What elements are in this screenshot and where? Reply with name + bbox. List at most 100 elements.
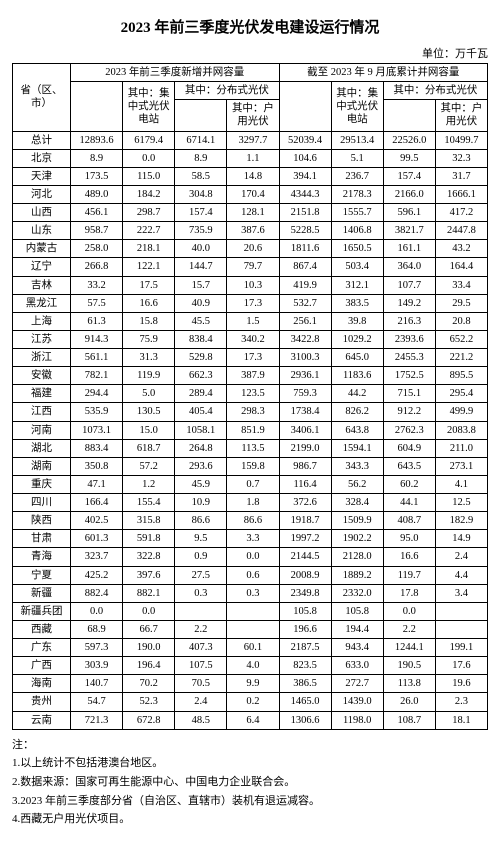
- th-g1-sub2-blank: [175, 100, 227, 131]
- value-cell: 2455.3: [383, 349, 435, 367]
- notes-heading: 注：: [12, 736, 488, 755]
- region-cell: 宁夏: [13, 566, 71, 584]
- value-cell: 386.5: [279, 675, 331, 693]
- value-cell: 2008.9: [279, 566, 331, 584]
- table-row: 浙江561.131.3529.817.33100.3645.02455.3221…: [13, 349, 488, 367]
- value-cell: 190.0: [123, 639, 175, 657]
- value-cell: 294.4: [71, 385, 123, 403]
- table-row: 海南140.770.270.59.9386.5272.7113.819.6: [13, 675, 488, 693]
- value-cell: 222.7: [123, 222, 175, 240]
- value-cell: 54.7: [71, 693, 123, 711]
- table-row: 广东597.3190.0407.360.12187.5943.41244.119…: [13, 639, 488, 657]
- value-cell: 408.7: [383, 512, 435, 530]
- value-cell: 289.4: [175, 385, 227, 403]
- value-cell: 759.3: [279, 385, 331, 403]
- value-cell: 0.0: [123, 602, 175, 620]
- value-cell: 986.7: [279, 457, 331, 475]
- value-cell: 2.2: [383, 620, 435, 638]
- value-cell: 31.7: [435, 167, 487, 185]
- value-cell: 86.6: [227, 512, 279, 530]
- value-cell: 535.9: [71, 403, 123, 421]
- value-cell: 1918.7: [279, 512, 331, 530]
- value-cell: 15.8: [123, 312, 175, 330]
- value-cell: 61.3: [71, 312, 123, 330]
- value-cell: 166.4: [71, 494, 123, 512]
- value-cell: 1666.1: [435, 185, 487, 203]
- value-cell: 1889.2: [331, 566, 383, 584]
- value-cell: 529.8: [175, 349, 227, 367]
- value-cell: 499.9: [435, 403, 487, 421]
- value-cell: 532.7: [279, 294, 331, 312]
- value-cell: 1406.8: [331, 222, 383, 240]
- value-cell: 70.2: [123, 675, 175, 693]
- value-cell: 12.5: [435, 494, 487, 512]
- value-cell: 19.6: [435, 675, 487, 693]
- value-cell: 211.0: [435, 439, 487, 457]
- value-cell: 298.7: [123, 204, 175, 222]
- value-cell: 14.8: [227, 167, 279, 185]
- value-cell: 18.1: [435, 711, 487, 729]
- value-cell: 184.2: [123, 185, 175, 203]
- value-cell: 1650.5: [331, 240, 383, 258]
- value-cell: 60.2: [383, 475, 435, 493]
- value-cell: 16.6: [123, 294, 175, 312]
- region-cell: 青海: [13, 548, 71, 566]
- region-cell: 西藏: [13, 620, 71, 638]
- value-cell: 1752.5: [383, 367, 435, 385]
- value-cell: 15.7: [175, 276, 227, 294]
- value-cell: 10499.7: [435, 131, 487, 149]
- value-cell: 256.1: [279, 312, 331, 330]
- table-row: 内蒙古258.0218.140.020.61811.61650.5161.143…: [13, 240, 488, 258]
- value-cell: 10.9: [175, 494, 227, 512]
- value-cell: 33.2: [71, 276, 123, 294]
- region-cell: 吉林: [13, 276, 71, 294]
- region-cell: 辽宁: [13, 258, 71, 276]
- value-cell: 1306.6: [279, 711, 331, 729]
- value-cell: 323.7: [71, 548, 123, 566]
- value-cell: 2151.8: [279, 204, 331, 222]
- value-cell: 643.5: [383, 457, 435, 475]
- value-cell: 340.2: [227, 330, 279, 348]
- table-row: 河北489.0184.2304.8170.44344.32178.32166.0…: [13, 185, 488, 203]
- value-cell: 60.1: [227, 639, 279, 657]
- region-cell: 山西: [13, 204, 71, 222]
- region-cell: 福建: [13, 385, 71, 403]
- value-cell: 1465.0: [279, 693, 331, 711]
- table-row: 青海323.7322.80.90.02144.52128.016.62.4: [13, 548, 488, 566]
- table-body: 总计12893.66179.46714.13297.752039.429513.…: [13, 131, 488, 729]
- value-cell: [435, 620, 487, 638]
- region-cell: 浙江: [13, 349, 71, 367]
- value-cell: 119.9: [123, 367, 175, 385]
- region-cell: 江西: [13, 403, 71, 421]
- region-cell: 北京: [13, 149, 71, 167]
- value-cell: 2447.8: [435, 222, 487, 240]
- value-cell: 883.4: [71, 439, 123, 457]
- region-cell: 重庆: [13, 475, 71, 493]
- value-cell: 196.6: [279, 620, 331, 638]
- region-cell: 安徽: [13, 367, 71, 385]
- value-cell: 3406.1: [279, 421, 331, 439]
- region-cell: 新疆: [13, 584, 71, 602]
- value-cell: 157.4: [383, 167, 435, 185]
- value-cell: 1738.4: [279, 403, 331, 421]
- value-cell: 0.2: [227, 693, 279, 711]
- table-row: 总计12893.66179.46714.13297.752039.429513.…: [13, 131, 488, 149]
- table-row: 辽宁266.8122.1144.779.7867.4503.4364.0164.…: [13, 258, 488, 276]
- value-cell: 182.9: [435, 512, 487, 530]
- value-cell: 4344.3: [279, 185, 331, 203]
- value-cell: 5.0: [123, 385, 175, 403]
- table-row: 黑龙江57.516.640.917.3532.7383.5149.229.5: [13, 294, 488, 312]
- value-cell: 1073.1: [71, 421, 123, 439]
- value-cell: 1509.9: [331, 512, 383, 530]
- region-cell: 云南: [13, 711, 71, 729]
- value-cell: 2762.3: [383, 421, 435, 439]
- value-cell: 45.9: [175, 475, 227, 493]
- value-cell: 350.8: [71, 457, 123, 475]
- value-cell: 838.4: [175, 330, 227, 348]
- table-row: 重庆47.11.245.90.7116.456.260.24.1: [13, 475, 488, 493]
- table-row: 新疆882.4882.10.30.32349.82332.017.83.4: [13, 584, 488, 602]
- value-cell: 4.4: [435, 566, 487, 584]
- value-cell: 2178.3: [331, 185, 383, 203]
- value-cell: 2349.8: [279, 584, 331, 602]
- value-cell: 52039.4: [279, 131, 331, 149]
